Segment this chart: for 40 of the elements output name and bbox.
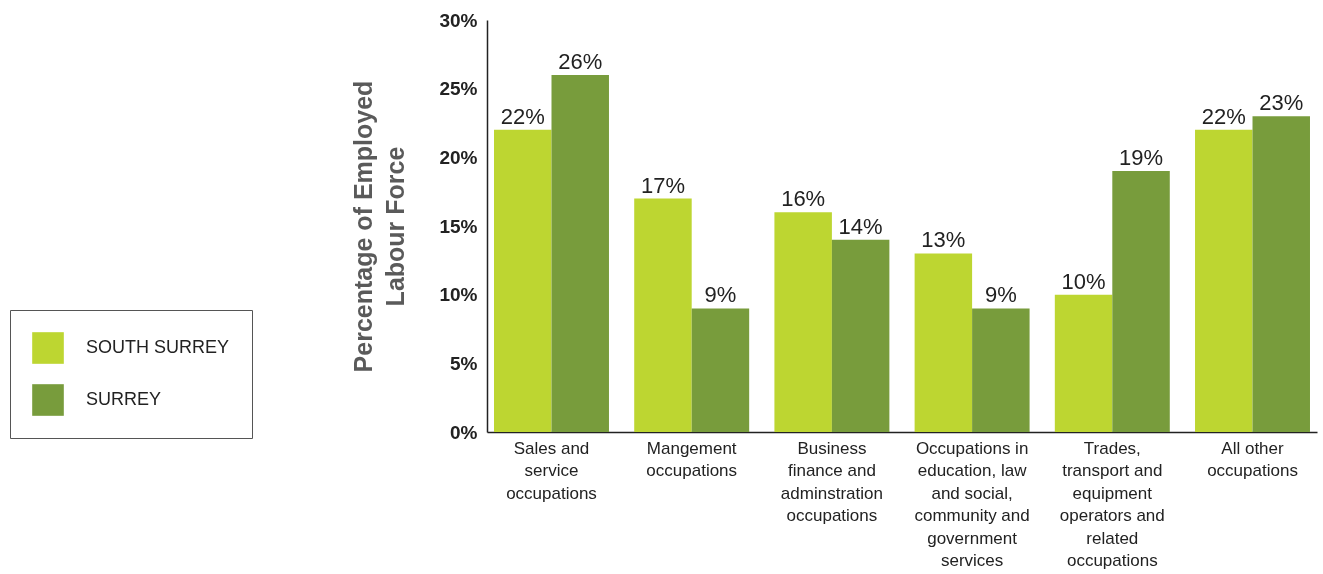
bar <box>494 129 552 432</box>
data-label: 14% <box>838 213 883 239</box>
y-tick-label: 5% <box>450 352 478 374</box>
y-tick-label: 30% <box>439 9 478 31</box>
bar <box>1054 294 1113 432</box>
y-tick-label: 25% <box>439 78 478 100</box>
bar <box>634 198 692 432</box>
bar <box>831 239 890 432</box>
y-axis-title: Percentage of Employed Labour Force <box>349 80 410 373</box>
data-label: 19% <box>1119 145 1164 171</box>
data-label: 16% <box>781 186 826 212</box>
legend-label: SOUTH SURREY <box>86 337 230 357</box>
x-tick-label: Trades, transport and equipment operators and related occupations <box>1059 438 1165 570</box>
x-tick-label: Mangement occupations <box>646 438 738 480</box>
data-label: 17% <box>640 172 685 198</box>
x-tick-label: Sales and service occupations <box>506 438 597 503</box>
bar <box>914 253 973 432</box>
data-label: 13% <box>921 227 966 253</box>
y-tick-label: 20% <box>439 146 478 168</box>
y-tick-label: 10% <box>439 284 478 306</box>
data-label: 22% <box>1201 103 1246 129</box>
bar <box>551 74 609 432</box>
y-tick-label: 0% <box>450 421 478 443</box>
y-tick-label: 15% <box>439 215 478 237</box>
bar <box>1112 171 1170 432</box>
bar <box>1195 129 1253 432</box>
data-label: 9% <box>704 282 737 308</box>
bar <box>972 308 1030 432</box>
data-label: 23% <box>1259 90 1304 116</box>
data-label: 22% <box>500 103 545 129</box>
data-label: 10% <box>1061 268 1106 294</box>
data-label: 9% <box>984 282 1017 308</box>
bar <box>691 308 750 432</box>
bar <box>774 212 832 432</box>
x-tick-label: All other occupations <box>1207 438 1298 480</box>
bar <box>1252 116 1310 432</box>
legend-label: SURREY <box>86 389 162 409</box>
x-tick-label: Business finance and adminstration occupations <box>780 438 883 525</box>
x-tick-label: Occupations in education, law and social, community and government services <box>914 438 1030 570</box>
data-label: 26% <box>558 48 603 74</box>
